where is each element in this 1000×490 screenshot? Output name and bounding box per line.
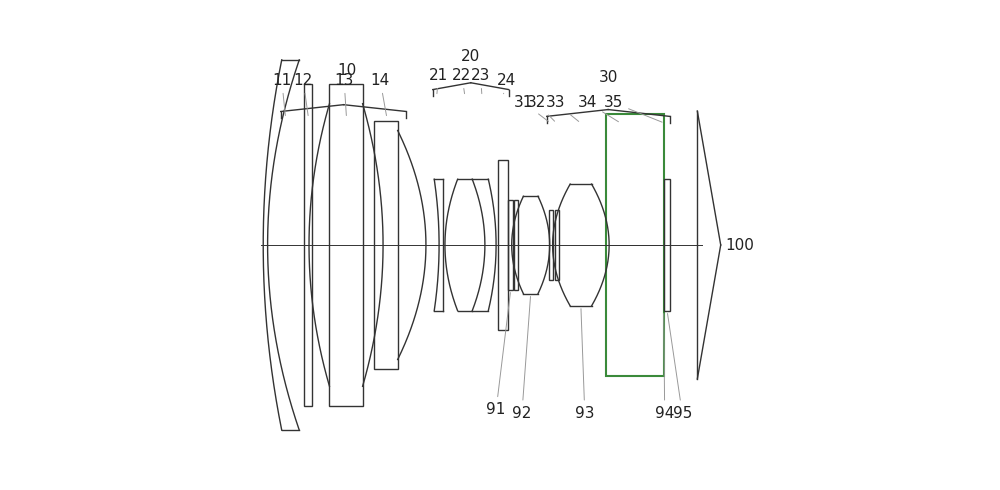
Text: 23: 23 bbox=[471, 68, 490, 94]
Bar bbox=[498, 160, 508, 330]
Text: 11: 11 bbox=[272, 73, 291, 116]
Text: 22: 22 bbox=[452, 68, 472, 94]
Text: 14: 14 bbox=[371, 73, 390, 116]
Text: 94: 94 bbox=[655, 314, 674, 420]
Text: 100: 100 bbox=[726, 238, 754, 252]
Text: 13: 13 bbox=[334, 73, 354, 116]
Bar bbox=[664, 179, 670, 311]
Bar bbox=[374, 121, 398, 369]
Bar bbox=[514, 200, 518, 290]
Text: 92: 92 bbox=[512, 296, 532, 420]
Text: 12: 12 bbox=[294, 73, 313, 116]
Text: 32: 32 bbox=[527, 95, 555, 121]
Text: 35: 35 bbox=[604, 95, 662, 122]
Bar bbox=[549, 210, 553, 280]
Bar bbox=[508, 200, 513, 290]
Text: 93: 93 bbox=[575, 309, 595, 420]
Text: 24: 24 bbox=[497, 73, 516, 94]
Text: 91: 91 bbox=[486, 293, 510, 417]
Text: 95: 95 bbox=[668, 314, 692, 420]
Text: 10: 10 bbox=[337, 63, 356, 78]
Bar bbox=[555, 210, 559, 280]
Bar bbox=[304, 84, 312, 406]
Bar bbox=[329, 84, 363, 406]
Text: 30: 30 bbox=[598, 70, 618, 85]
Text: 21: 21 bbox=[429, 68, 448, 94]
Text: 31: 31 bbox=[514, 95, 548, 122]
Text: 33: 33 bbox=[546, 95, 579, 122]
Text: 20: 20 bbox=[461, 49, 480, 64]
Bar bbox=[606, 115, 664, 375]
Text: 34: 34 bbox=[578, 95, 618, 122]
